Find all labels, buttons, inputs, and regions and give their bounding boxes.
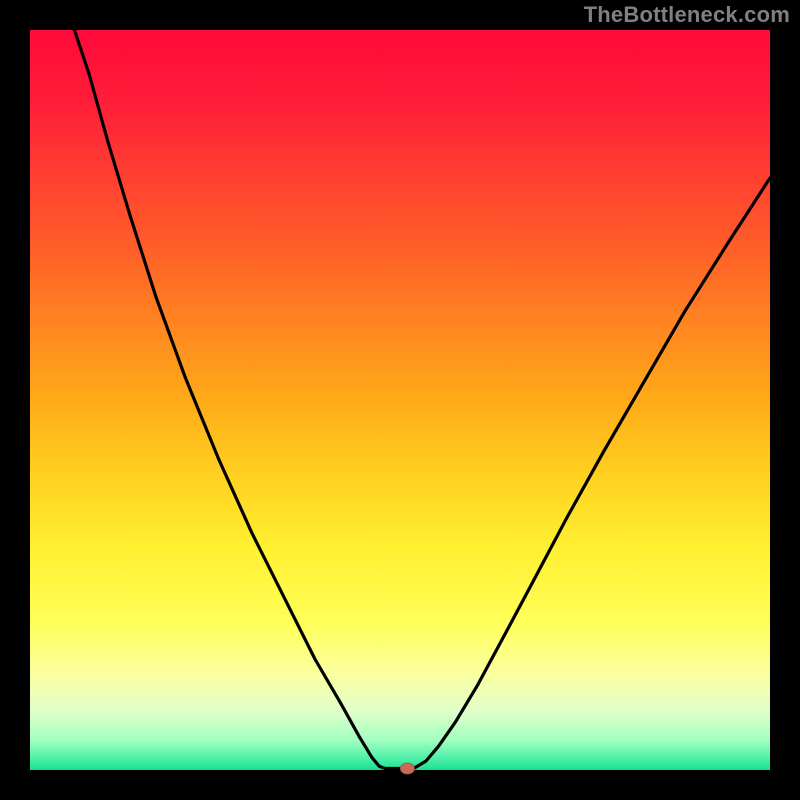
chart-container: TheBottleneck.com [0, 0, 800, 800]
plot-background [30, 30, 770, 770]
optimal-point-marker [400, 763, 414, 774]
bottleneck-chart [0, 0, 800, 800]
watermark-text: TheBottleneck.com [584, 2, 790, 28]
